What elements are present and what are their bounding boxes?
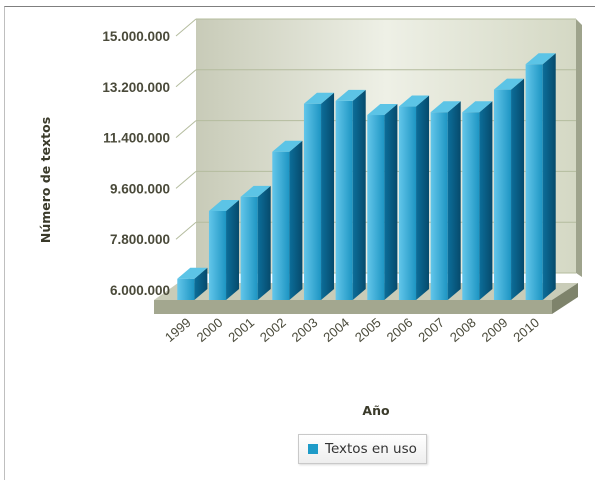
x-tick-label: 1999 — [162, 315, 194, 345]
bar-top — [335, 89, 366, 101]
bar-side — [226, 199, 240, 300]
bar-front[interactable] — [177, 278, 195, 300]
bar-top — [272, 140, 303, 152]
gridline-diagonal — [175, 171, 197, 189]
bar-front[interactable] — [525, 64, 543, 300]
bar-side — [511, 78, 525, 300]
bar-top — [493, 78, 525, 90]
bar-side — [257, 185, 271, 300]
y-tick-label: 9.600.000 — [110, 181, 170, 196]
y-axis-title: Número de textos — [38, 117, 53, 243]
bar-front[interactable] — [493, 89, 512, 300]
y-axis-ticks: 6.000.000 7.800.000 9.600.000 11.400.000 13.… — [102, 29, 170, 298]
bar-side — [194, 267, 208, 300]
x-tick-label: 2003 — [289, 315, 321, 345]
bar-front[interactable] — [208, 210, 227, 300]
side-wall — [576, 19, 582, 277]
x-tick-label: 2006 — [384, 315, 416, 345]
gridline-diagonal — [175, 69, 197, 88]
y-tick-label: 6.000.000 — [110, 283, 170, 298]
floor-front — [154, 300, 552, 314]
bar-side — [384, 104, 398, 301]
bar-front[interactable] — [272, 151, 290, 300]
y-tick-label: 13.200.000 — [102, 80, 170, 95]
bar-top — [430, 101, 461, 113]
bar-top — [462, 101, 493, 113]
bar-side — [289, 140, 303, 300]
legend-label-textos-en-uso: Textos en uso — [325, 441, 417, 457]
x-tick-label: 2010 — [510, 315, 542, 345]
bar-top — [208, 199, 240, 211]
bar-front[interactable] — [462, 112, 480, 300]
bar-side — [416, 95, 430, 300]
y-tick-label: 15.000.000 — [102, 29, 170, 44]
bar-side — [447, 101, 461, 300]
x-axis-ticks: 1999 2000 2001 2002 2003 2004 2005 2006 2007 2008… — [162, 315, 542, 345]
bar-top — [240, 185, 271, 197]
bar-side — [479, 101, 493, 300]
x-tick-label: 2009 — [479, 315, 511, 345]
bar-front[interactable] — [367, 115, 385, 301]
bar-top — [177, 267, 208, 279]
floor-side — [552, 283, 578, 314]
bar-front[interactable] — [398, 106, 417, 300]
x-tick-label: 2000 — [194, 315, 226, 345]
bar-front[interactable] — [303, 103, 322, 300]
gridline-diagonal — [175, 18, 197, 37]
legend[interactable]: Textos en uso — [298, 434, 427, 464]
legend-swatch — [308, 444, 318, 454]
x-tick-label: 2002 — [257, 315, 289, 345]
x-tick-label: 2007 — [415, 315, 447, 345]
bar-side — [321, 92, 335, 300]
gridline-diagonal — [175, 120, 197, 138]
gridline-diagonal — [175, 221, 197, 240]
x-tick-label: 2001 — [225, 315, 257, 345]
bar-side — [542, 53, 556, 300]
x-axis-title: Año — [362, 403, 390, 418]
x-tick-label: 2008 — [447, 315, 479, 345]
bar-side — [352, 89, 366, 301]
bar-front[interactable] — [335, 100, 353, 301]
bar-top — [398, 95, 430, 107]
x-tick-label: 2004 — [320, 315, 352, 345]
chart-frame — [4, 6, 595, 480]
bar-top — [303, 92, 335, 104]
bar-top — [367, 104, 398, 116]
y-tick-label: 11.400.000 — [103, 131, 170, 146]
bar-top — [525, 53, 556, 65]
y-tick-label: 7.800.000 — [110, 232, 170, 247]
bar-front[interactable] — [430, 112, 448, 300]
bar-front[interactable] — [240, 196, 258, 300]
x-tick-label: 2005 — [352, 315, 384, 345]
